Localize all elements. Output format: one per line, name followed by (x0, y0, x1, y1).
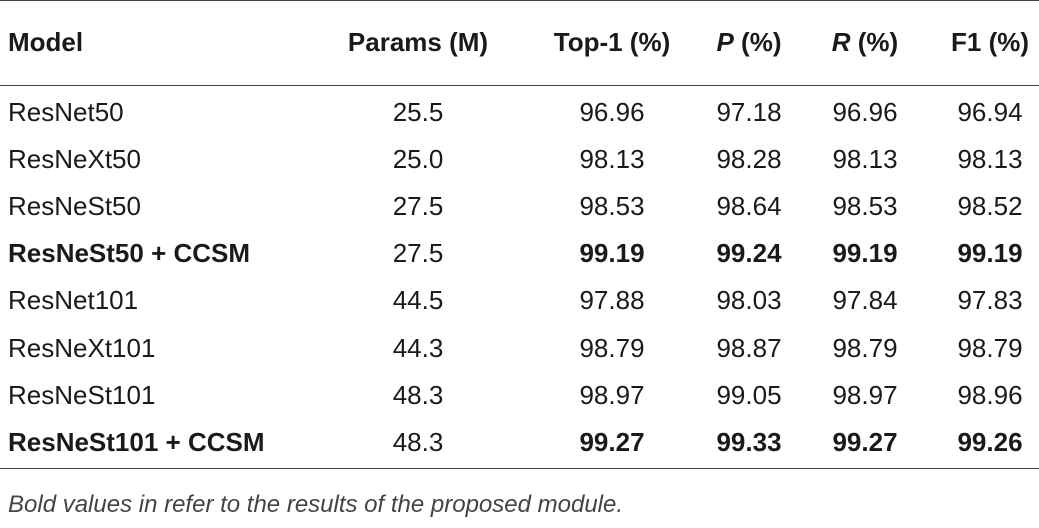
value-cell: 98.79 (957, 332, 1023, 363)
top-rule (0, 0, 1039, 1)
model-name: ResNet50 (8, 97, 124, 127)
footnote: Bold values in refer to the results of t… (8, 491, 624, 518)
value-cell: 27.5 (392, 191, 444, 222)
value-cell: 27.5 (392, 238, 444, 269)
value-cell: 25.0 (392, 144, 444, 175)
model-name: ResNeXt50 (8, 144, 141, 175)
value-cell: 98.03 (716, 285, 782, 316)
value-cell: 96.94 (957, 97, 1023, 127)
value-cell: 98.79 (579, 332, 645, 363)
value-cell: 98.97 (579, 379, 645, 410)
value-cell: 99.19 (832, 238, 898, 269)
value-cell: 44.3 (392, 332, 444, 363)
header-cell: Top-1 (%) (553, 27, 671, 57)
model-name: ResNeSt50 (8, 191, 141, 222)
header-cell: Model (8, 27, 84, 57)
value-cell: 96.96 (832, 97, 898, 127)
value-cell: 99.24 (716, 238, 782, 269)
value-cell: 98.13 (957, 144, 1023, 175)
value-cell: 99.26 (957, 426, 1023, 457)
value-cell: 99.19 (957, 238, 1023, 269)
value-cell: 98.53 (579, 191, 645, 222)
value-cell: 97.88 (579, 285, 645, 316)
value-cell: 48.3 (392, 426, 444, 457)
value-cell: 98.96 (957, 379, 1023, 410)
model-name: ResNeSt101 (8, 379, 156, 410)
header-cell: P (%) (716, 27, 782, 57)
header-cell: R (%) (831, 27, 899, 57)
value-cell: 96.96 (579, 97, 645, 127)
value-cell: 99.33 (716, 426, 782, 457)
value-cell: 98.13 (832, 144, 898, 175)
model-name: ResNeSt50 + CCSM (8, 238, 251, 269)
value-cell: 99.19 (579, 238, 645, 269)
value-cell: 98.87 (716, 332, 782, 363)
value-cell: 99.27 (579, 426, 645, 457)
value-cell: 98.97 (832, 379, 898, 410)
value-cell: 25.5 (392, 97, 444, 127)
value-cell: 99.05 (716, 379, 782, 410)
bottom-rule (0, 468, 1039, 469)
header-rule (0, 85, 1039, 86)
model-name: ResNet101 (8, 285, 139, 316)
value-cell: 98.79 (832, 332, 898, 363)
value-cell: 98.13 (579, 144, 645, 175)
value-cell: 98.53 (832, 191, 898, 222)
value-cell: 97.84 (832, 285, 898, 316)
header-cell: F1 (%) (951, 27, 1029, 57)
value-cell: 97.83 (957, 285, 1023, 316)
value-cell: 98.64 (716, 191, 782, 222)
value-cell: 97.18 (716, 97, 782, 127)
header-cell: Params (M) (347, 27, 489, 57)
value-cell: 98.52 (957, 191, 1023, 222)
value-cell: 44.5 (392, 285, 444, 316)
value-cell: 98.28 (716, 144, 782, 175)
value-cell: 99.27 (832, 426, 898, 457)
model-name: ResNeXt101 (8, 332, 156, 363)
value-cell: 48.3 (392, 379, 444, 410)
model-name: ResNeSt101 + CCSM (8, 426, 265, 457)
